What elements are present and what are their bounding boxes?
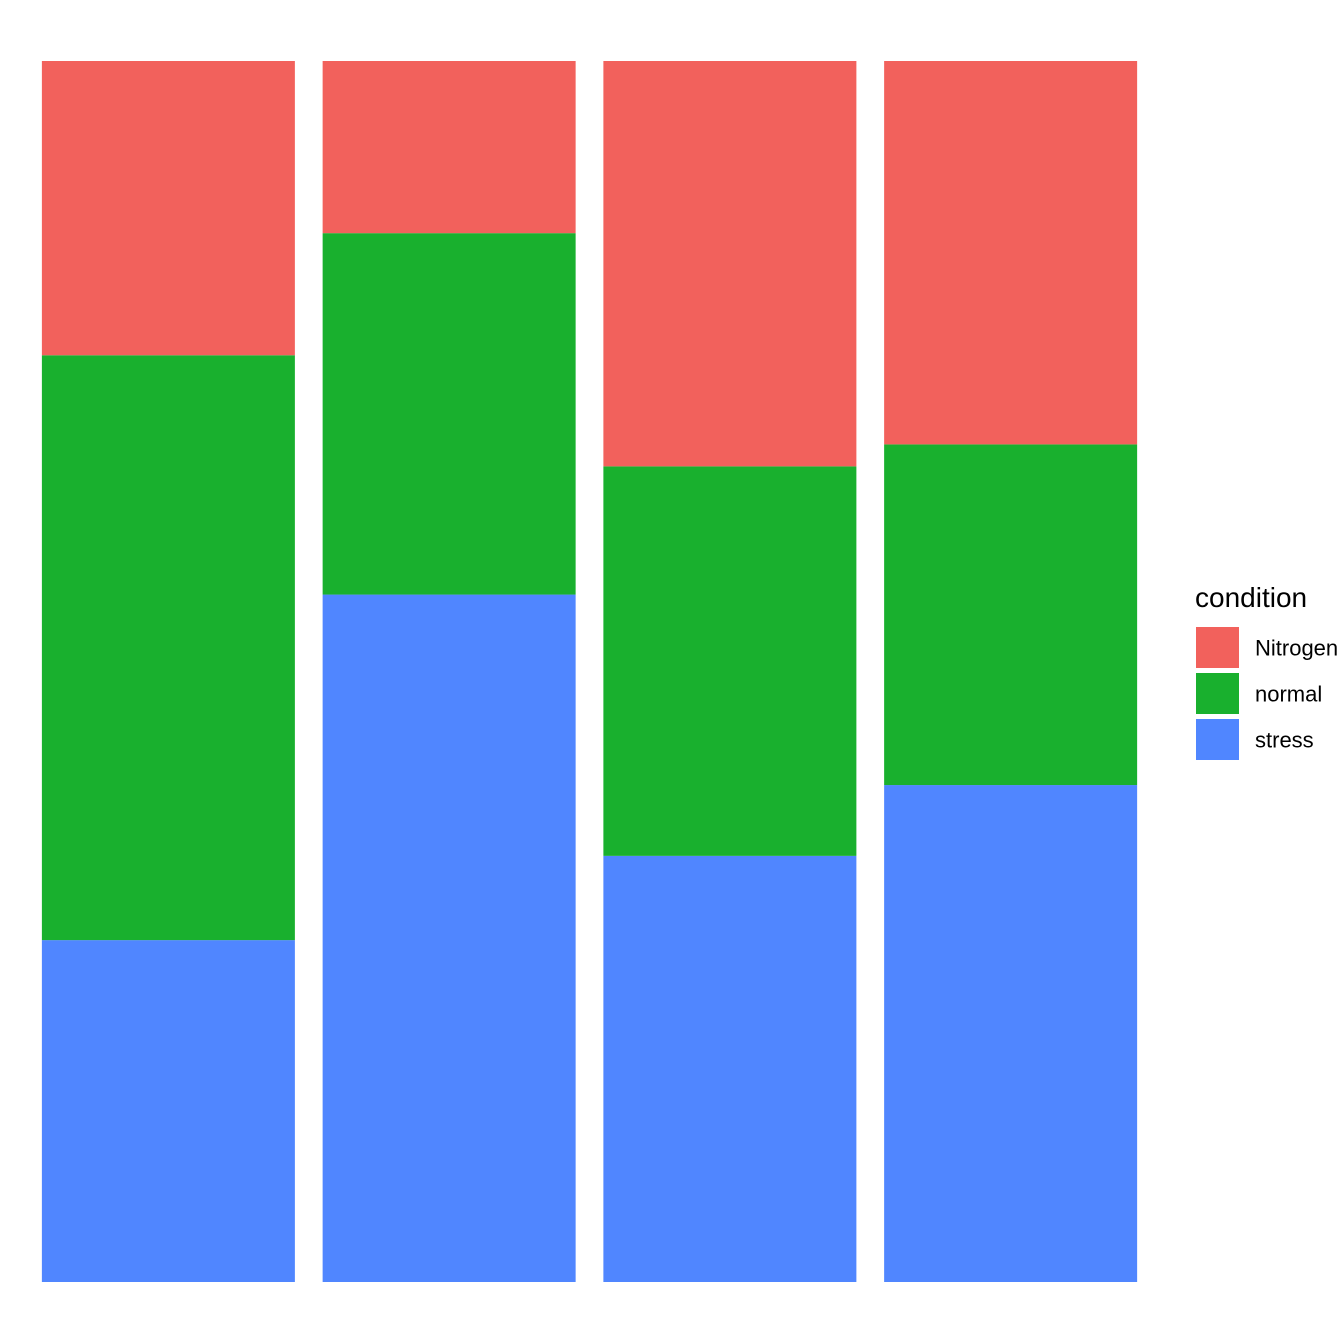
legend-key-normal xyxy=(1196,673,1239,714)
legend-entries: Nitrogen normal stress xyxy=(1196,627,1338,760)
legend-label-nitrogen: Nitrogen xyxy=(1255,636,1338,661)
bar-segment-nitrogen-4 xyxy=(884,61,1138,445)
legend-label-stress: stress xyxy=(1255,728,1314,753)
legend-key-nitrogen xyxy=(1196,627,1239,668)
legend-label-normal: normal xyxy=(1255,682,1322,707)
legend-item-stress: stress xyxy=(1196,719,1314,760)
bars-layer xyxy=(41,61,1138,1282)
legend-key-stress xyxy=(1196,719,1239,760)
bar-segment-nitrogen-2 xyxy=(322,61,576,234)
legend: condition Nitrogen normal stress xyxy=(1195,582,1338,760)
legend-item-normal: normal xyxy=(1196,673,1322,714)
legend-title: condition xyxy=(1195,582,1307,613)
bar-segment-stress-2 xyxy=(322,594,576,1282)
bar-segment-stress-3 xyxy=(603,855,857,1282)
legend-item-nitrogen: Nitrogen xyxy=(1196,627,1338,668)
bar-segment-nitrogen-3 xyxy=(603,61,857,467)
bar-segment-normal-4 xyxy=(884,444,1138,786)
bar-segment-stress-4 xyxy=(884,785,1138,1282)
bar-segment-nitrogen-1 xyxy=(41,61,295,356)
bar-segment-stress-1 xyxy=(41,940,295,1282)
bar-segment-normal-1 xyxy=(41,355,295,941)
bar-segment-normal-2 xyxy=(322,233,576,595)
bar-segment-normal-3 xyxy=(603,466,857,856)
